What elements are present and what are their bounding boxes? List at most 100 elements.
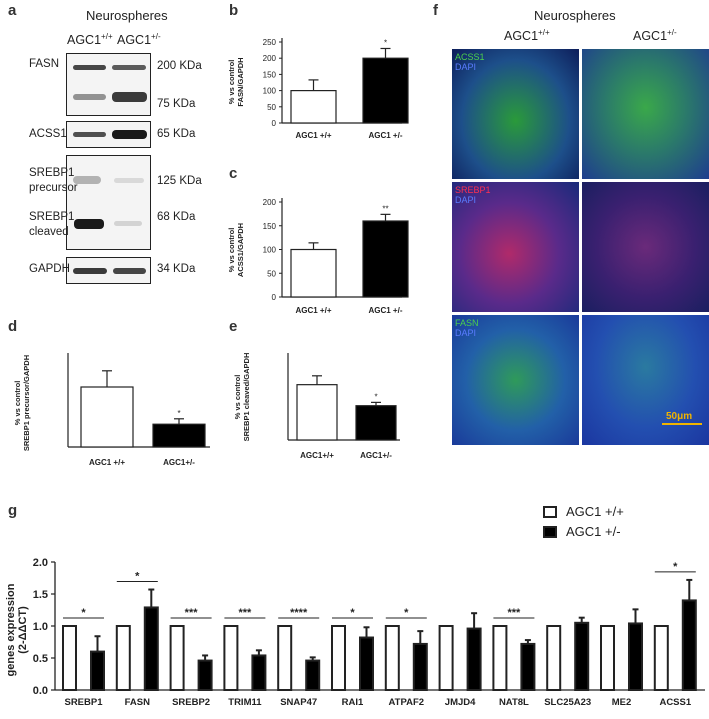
category-label: ME2 (612, 697, 632, 708)
bar (305, 659, 321, 691)
y-tick-label: 0 (272, 119, 277, 128)
category-label: FASN (125, 697, 150, 708)
micrograph-srebp1-ko (582, 182, 709, 312)
micrograph-srebp1-wt: SREBP1 DAPI (452, 182, 579, 312)
category-label: ACSS1 (659, 697, 691, 708)
bar (80, 386, 134, 448)
significance-marker: ** (382, 204, 388, 213)
blot-gapdh (66, 257, 151, 284)
bar (277, 625, 293, 691)
panel-label-c: c (229, 165, 238, 182)
significance-marker: * (177, 409, 180, 418)
bar (653, 625, 669, 691)
panel-label-e: e (229, 318, 238, 335)
y-tick-label: 0.5 (33, 653, 48, 665)
y-axis-label: genes expression(2-ΔΔCT) (5, 583, 29, 676)
bar (412, 642, 428, 691)
bar (251, 654, 267, 692)
significance-marker: * (404, 607, 409, 619)
bar (362, 220, 409, 298)
chart-acss1-quantification: 0 50 100 150 200 % vs controlACSS1/GAPDH AGC1 … (227, 198, 409, 315)
chart-srebp1-cleaved-quantification: % vs controlSREBP1 cleaved/GAPDH AGC1+/+ *… (233, 353, 400, 460)
panel-label-a: a (8, 2, 17, 19)
band (112, 92, 147, 102)
category-label: AGC1+/- (163, 458, 195, 467)
category-label: JMJD4 (445, 697, 476, 708)
blot-srebp1 (66, 155, 151, 250)
chart-srebp1-precursor-quantification: % vs controlSREBP1 precursor/GAPDH AGC1 +… (13, 353, 210, 467)
y-tick-label: 50 (267, 269, 276, 278)
y-tick-label: 0 (272, 293, 277, 302)
bar (492, 625, 508, 691)
category-label: SNAP47 (280, 697, 317, 708)
bar (438, 625, 454, 691)
blot-acss1 (66, 121, 151, 148)
micrograph-acss1-wt: ACSS1 DAPI (452, 49, 579, 179)
blot-title: Neurospheres (86, 8, 168, 23)
chart-fasn-quantification: 0 50 100 150 200 250 % vs controlFASN/GAPDH AGC… (227, 38, 409, 140)
micrograph-fasn-wt: FASN DAPI (452, 315, 579, 445)
blot-kda-gapdh: 34 KDa (157, 263, 196, 275)
significance-marker: * (135, 571, 140, 583)
category-label: NAT8L (499, 697, 529, 708)
significance-marker: * (374, 392, 377, 401)
stain-label: DAPI (455, 195, 477, 205)
bar (290, 248, 337, 298)
y-tick-label: 1.5 (33, 589, 48, 601)
y-tick-label: 50 (267, 103, 276, 112)
blot-label-srebp1-cleaved: SREBP1 cleaved (29, 211, 75, 238)
category-label: AGC1 +/+ (89, 458, 125, 467)
y-tick-label: 100 (263, 87, 277, 96)
bar (169, 625, 185, 691)
category-label: AGC1 +/- (368, 306, 402, 315)
panel-label-g: g (8, 502, 18, 519)
bar (223, 625, 239, 691)
blot-kda-fasn-200: 200 KDa (157, 60, 202, 72)
bar (520, 642, 536, 691)
y-axis-label: % vs controlSREBP1 precursor/GAPDH (13, 355, 31, 451)
y-tick-label: 150 (263, 70, 277, 79)
band (73, 94, 106, 100)
y-tick-label: 150 (263, 222, 277, 231)
band (73, 65, 106, 70)
bar (384, 625, 400, 691)
significance-marker: **** (290, 607, 308, 619)
micrograph-acss1-ko (582, 49, 709, 179)
legend-swatch (543, 526, 557, 538)
blot-kda-fasn-75: 75 KDa (157, 98, 196, 110)
significance-marker: * (81, 607, 86, 619)
band (73, 132, 106, 137)
blot-kda-srebp1-cleaved: 68 KDa (157, 211, 196, 223)
bar (115, 625, 131, 691)
bar (574, 621, 590, 691)
y-axis-label: % vs controlFASN/GAPDH (227, 57, 245, 106)
micrograph-fasn-ko: 50μm (582, 315, 709, 445)
category-label: AGC1+/- (360, 451, 392, 460)
legend-swatch (543, 506, 557, 518)
blot-col2-header: AGC1+/- (117, 32, 161, 48)
stain-label: DAPI (455, 62, 477, 72)
bar (90, 650, 105, 692)
category-label: RAI1 (342, 697, 364, 708)
category-label: SREBP2 (172, 697, 210, 708)
category-label: TRIM11 (228, 697, 262, 708)
significance-marker: * (384, 38, 387, 47)
category-label: AGC1 +/- (368, 131, 402, 140)
microscopy-col2-header: AGC1+/- (633, 28, 677, 44)
y-tick-label: 200 (263, 54, 277, 63)
bar (355, 405, 397, 441)
bar (681, 599, 697, 691)
bar (331, 625, 346, 691)
band (73, 176, 101, 184)
legend-label: AGC1 +/+ (566, 504, 624, 519)
significance-marker: * (673, 561, 678, 573)
y-tick-label: 1.0 (33, 621, 48, 633)
y-tick-label: 200 (263, 198, 277, 207)
bar (290, 89, 337, 124)
stain-label: ACSS1 (455, 52, 485, 62)
y-tick-label: 100 (263, 246, 277, 255)
bar (296, 384, 338, 441)
band (73, 268, 107, 274)
stain-label: FASN (455, 318, 479, 328)
significance-marker: *** (185, 607, 199, 619)
